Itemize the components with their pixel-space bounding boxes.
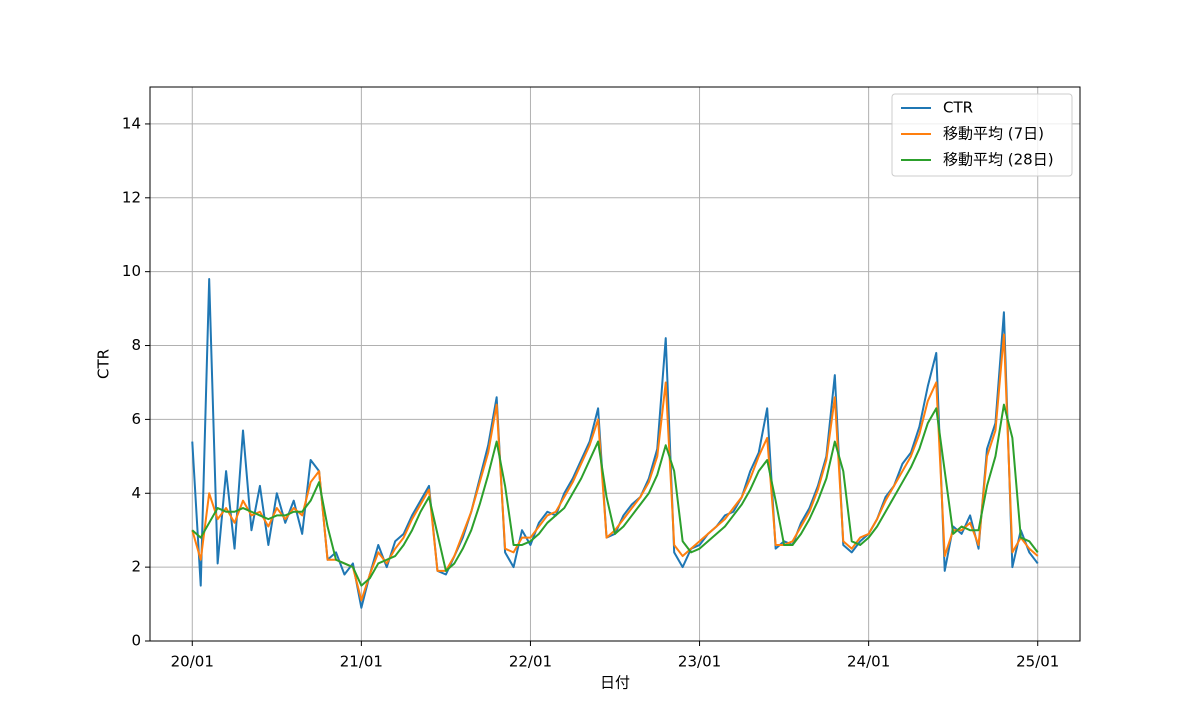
line-series (191, 278, 1039, 609)
y-tick-label: 12 (122, 188, 141, 206)
y-tick-label: 0 (131, 632, 141, 650)
x-axis-label: 日付 (600, 674, 630, 692)
legend: CTR 移動平均 (7日) 移動平均 (28日) (891, 93, 1073, 177)
line-series (191, 403, 1039, 587)
x-tick-label: 24/01 (847, 653, 890, 671)
plot-frame (149, 86, 1081, 642)
legend-label: 移動平均 (7日) (943, 125, 1044, 143)
legend-frame (891, 93, 1073, 177)
y-tick-label: 10 (122, 262, 141, 280)
x-tick-label: 20/01 (171, 653, 214, 671)
y-tick-label: 8 (131, 336, 141, 354)
x-tick-label: 25/01 (1016, 653, 1059, 671)
y-axis-label: CTR (95, 349, 113, 379)
y-tick-label: 14 (122, 114, 141, 132)
x-tick-label: 23/01 (678, 653, 721, 671)
y-tick-label: 6 (131, 410, 141, 428)
legend-label: CTR (943, 99, 973, 117)
x-tick-label: 21/01 (340, 653, 383, 671)
x-tick-label: 22/01 (509, 653, 552, 671)
y-tick-label: 4 (131, 484, 141, 502)
y-tick-label: 2 (131, 558, 141, 576)
legend-label: 移動平均 (28日) (943, 151, 1054, 169)
